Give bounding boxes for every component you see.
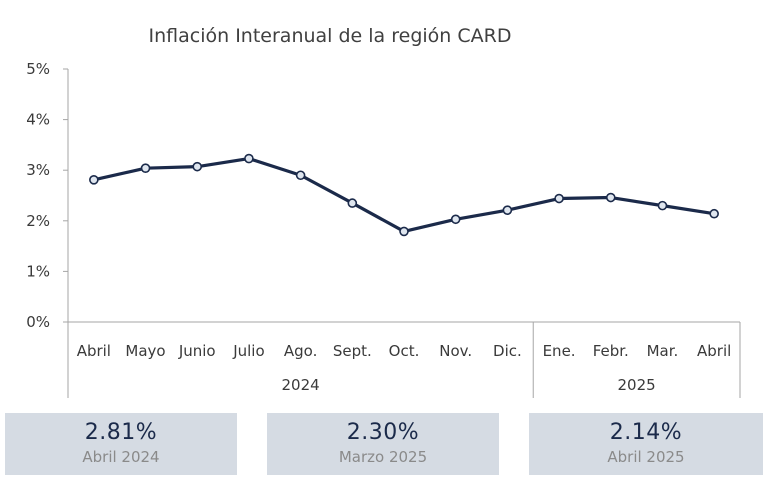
data-point	[450, 214, 461, 225]
x-tick-label: Ene.	[543, 342, 576, 360]
summary-card-value: 2.14%	[609, 420, 683, 445]
data-point	[657, 200, 668, 211]
x-tick-label: Mayo	[125, 342, 165, 360]
data-point	[192, 161, 203, 172]
x-tick-label: Nov.	[439, 342, 472, 360]
y-tick-label: 0%	[26, 313, 50, 331]
summary-card-label: Abril 2024	[82, 448, 160, 466]
summary-card-value: 2.30%	[346, 420, 420, 445]
x-tick-label: Febr.	[593, 342, 629, 360]
line-chart: Inflación Interanual de la región CARD 0…	[26, 25, 741, 398]
summary-card-value: 2.81%	[84, 420, 158, 445]
summary-card-1: 2.81% Abril 2024	[5, 413, 237, 475]
data-point	[502, 205, 513, 215]
x-tick-label: Sept.	[333, 342, 372, 360]
summary-card-label: Marzo 2025	[338, 448, 428, 466]
x-tick-label: Junio	[178, 342, 216, 360]
data-point	[244, 153, 254, 164]
chart-title: Inflación Interanual de la región CARD	[149, 25, 512, 47]
data-point	[89, 175, 99, 185]
x-tick-label: Abril	[77, 342, 111, 360]
summary-card-label: Abril 2025	[607, 448, 685, 466]
x-tick-label: Mar.	[647, 342, 679, 360]
year-label: 2025	[618, 376, 656, 394]
data-point	[295, 170, 306, 181]
x-tick-label: Ago.	[284, 342, 317, 360]
series-line	[93, 156, 715, 234]
y-tick-label: 3%	[26, 161, 50, 179]
data-point	[554, 193, 564, 204]
y-tick-label: 5%	[26, 60, 50, 78]
data-point	[399, 226, 409, 237]
summary-card-2: 2.30% Marzo 2025	[267, 413, 499, 475]
data-point	[709, 208, 719, 219]
x-tick-label: Julio	[232, 342, 264, 360]
x-tick-label: Abril	[697, 342, 731, 360]
y-tick-label: 1%	[26, 262, 50, 280]
data-point	[605, 192, 616, 203]
summary-card-3: 2.14% Abril 2025	[529, 413, 763, 475]
x-tick-label: Oct.	[389, 342, 420, 360]
y-tick-label: 2%	[26, 212, 50, 230]
x-tick-label: Dic.	[493, 342, 522, 360]
year-label: 2024	[282, 376, 320, 394]
data-point	[140, 163, 151, 173]
data-point	[347, 198, 358, 208]
y-tick-label: 4%	[26, 111, 50, 129]
